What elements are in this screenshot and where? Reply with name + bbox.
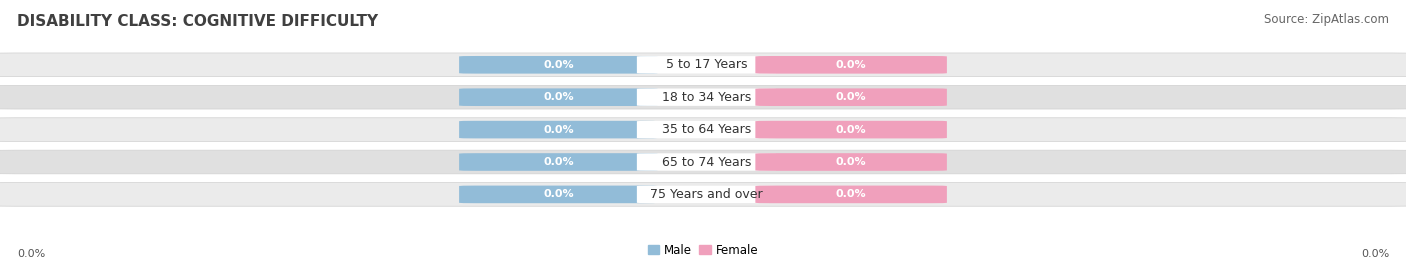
FancyBboxPatch shape [637, 89, 776, 106]
FancyBboxPatch shape [755, 153, 946, 171]
FancyBboxPatch shape [0, 53, 1406, 77]
FancyBboxPatch shape [460, 56, 658, 74]
FancyBboxPatch shape [755, 185, 946, 203]
Text: 65 to 74 Years: 65 to 74 Years [662, 156, 751, 168]
Text: 0.0%: 0.0% [835, 157, 866, 167]
Text: 0.0%: 0.0% [543, 189, 574, 200]
FancyBboxPatch shape [637, 186, 776, 203]
Text: 0.0%: 0.0% [835, 189, 866, 200]
FancyBboxPatch shape [637, 153, 776, 171]
Text: 0.0%: 0.0% [835, 60, 866, 70]
Text: 0.0%: 0.0% [835, 124, 866, 135]
FancyBboxPatch shape [637, 56, 776, 73]
FancyBboxPatch shape [0, 85, 1406, 109]
Text: 0.0%: 0.0% [543, 157, 574, 167]
FancyBboxPatch shape [637, 121, 776, 138]
Text: 0.0%: 0.0% [1361, 249, 1389, 259]
Legend: Male, Female: Male, Female [643, 239, 763, 261]
FancyBboxPatch shape [0, 183, 1406, 206]
Text: 0.0%: 0.0% [543, 92, 574, 102]
Text: 0.0%: 0.0% [17, 249, 45, 259]
Text: 0.0%: 0.0% [835, 92, 866, 102]
Text: 0.0%: 0.0% [543, 124, 574, 135]
FancyBboxPatch shape [460, 88, 658, 106]
FancyBboxPatch shape [755, 88, 946, 106]
Text: 0.0%: 0.0% [543, 60, 574, 70]
Text: Source: ZipAtlas.com: Source: ZipAtlas.com [1264, 14, 1389, 26]
FancyBboxPatch shape [755, 56, 946, 74]
Text: DISABILITY CLASS: COGNITIVE DIFFICULTY: DISABILITY CLASS: COGNITIVE DIFFICULTY [17, 14, 378, 29]
FancyBboxPatch shape [0, 118, 1406, 141]
FancyBboxPatch shape [460, 153, 658, 171]
FancyBboxPatch shape [0, 150, 1406, 174]
Text: 18 to 34 Years: 18 to 34 Years [662, 91, 751, 104]
FancyBboxPatch shape [460, 121, 658, 139]
Text: 35 to 64 Years: 35 to 64 Years [662, 123, 751, 136]
Text: 75 Years and over: 75 Years and over [650, 188, 763, 201]
FancyBboxPatch shape [460, 185, 658, 203]
Text: 5 to 17 Years: 5 to 17 Years [665, 58, 747, 71]
FancyBboxPatch shape [755, 121, 946, 139]
